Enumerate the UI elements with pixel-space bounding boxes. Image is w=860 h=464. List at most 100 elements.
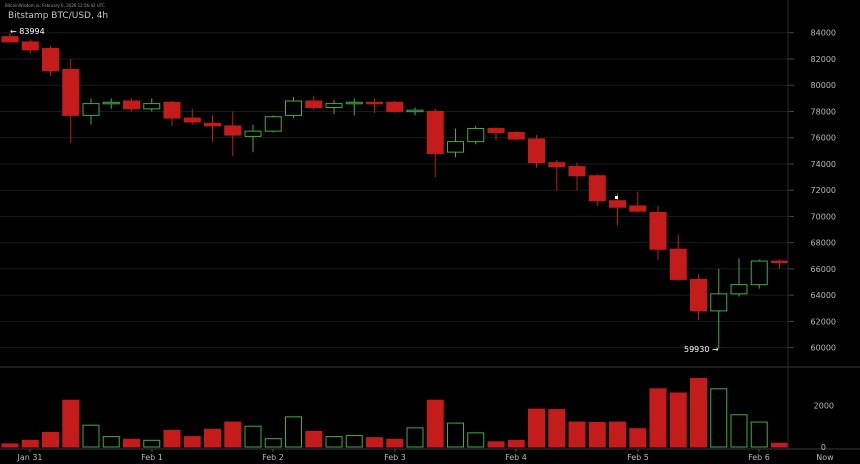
volume-bar-up — [143, 439, 161, 448]
x-tick-label: Jan 31 — [16, 453, 42, 462]
candle-down — [690, 278, 707, 312]
volume-bar-down — [629, 428, 647, 448]
candle-down — [649, 211, 667, 250]
annotations: ← 83994 59930 → — [10, 27, 719, 354]
volume-bars — [1, 377, 788, 448]
candle-up — [285, 100, 302, 116]
volume-bar-down — [487, 441, 505, 448]
high-annotation: ← 83994 — [10, 27, 45, 36]
volume-bar-up — [264, 438, 282, 448]
volume-bar-up — [447, 422, 464, 448]
candle-down — [204, 122, 221, 127]
candle-down — [21, 41, 39, 51]
volume-bar-down — [568, 421, 586, 448]
x-tick-label: Feb 5 — [627, 453, 649, 462]
candle-down — [1, 36, 19, 43]
candle-up — [82, 103, 100, 116]
x-tick-label: Feb 3 — [384, 453, 406, 462]
y-tick-label: 64000 — [811, 291, 836, 300]
volume-bar-up — [102, 436, 120, 448]
source-line: BitcoinWisdom.io, February 6, 2026 12:56… — [5, 3, 105, 8]
candle-down — [528, 138, 545, 164]
candle-down — [163, 101, 181, 119]
grid-lines — [0, 32, 788, 349]
volume-bar-up — [325, 436, 343, 448]
volume-bar-down — [426, 399, 444, 448]
x-tick-label: Now — [816, 453, 834, 462]
candle-down — [123, 100, 140, 110]
volume-bar-down — [305, 430, 323, 448]
volume-bar-down — [588, 421, 606, 448]
x-tick-label: Feb 6 — [748, 453, 770, 462]
candle-up — [710, 293, 728, 312]
x-tick-label: Feb 4 — [505, 453, 527, 462]
chart-title: Bitstamp BTC/USD, 4h — [8, 11, 109, 21]
volume-bar-up — [285, 416, 302, 448]
volume-bar-down — [163, 429, 181, 448]
candle-down — [42, 47, 59, 72]
y-tick-label: 68000 — [811, 239, 836, 248]
x-tick-label: Feb 2 — [262, 453, 284, 462]
marker-dot — [615, 196, 618, 199]
volume-bar-down — [507, 439, 525, 448]
volume-bar-down — [548, 409, 566, 448]
volume-bar-down — [649, 388, 667, 448]
y-tick-label: 72000 — [811, 186, 836, 195]
volume-bar-down — [386, 438, 404, 448]
candle-down — [62, 68, 80, 116]
volume-bar-down — [224, 421, 242, 448]
candle-up — [264, 116, 282, 132]
volume-tick-label: 0 — [821, 443, 826, 452]
candle-up — [244, 130, 262, 137]
volume-bar-up — [82, 424, 100, 448]
y-tick-label: 66000 — [811, 265, 836, 274]
volume-bar-down — [1, 443, 19, 448]
volume-bar-down — [609, 421, 626, 448]
candle-down — [609, 200, 626, 208]
low-annotation: 59930 → — [684, 345, 719, 354]
volume-bar-up — [406, 427, 424, 448]
volume-bar-up — [730, 414, 748, 448]
candle-up — [447, 141, 464, 153]
volume-bar-up — [345, 435, 363, 448]
candle-down — [669, 248, 687, 280]
volume-bar-up — [467, 432, 485, 448]
y-tick-label: 84000 — [811, 29, 836, 38]
y-tick-label: 74000 — [811, 160, 836, 169]
candle-down — [305, 100, 323, 109]
candle-up — [406, 109, 424, 113]
candle-down — [487, 128, 505, 133]
y-tick-label: 70000 — [811, 212, 836, 221]
candle-down — [224, 125, 242, 136]
volume-bar-up — [244, 425, 262, 448]
candle-up — [345, 101, 363, 105]
y-tick-label: 82000 — [811, 55, 836, 64]
candle-up — [730, 284, 748, 295]
volume-bar-down — [204, 428, 221, 448]
candle-down — [629, 205, 647, 212]
candle-down — [183, 117, 201, 123]
candle-up — [325, 103, 343, 109]
candle-up — [102, 101, 120, 105]
volume-bar-down — [123, 438, 140, 448]
volume-bar-down — [42, 431, 59, 448]
y-tick-label: 60000 — [811, 344, 836, 353]
candle-down — [507, 131, 525, 140]
y-tick-label: 62000 — [811, 317, 836, 326]
candle-down — [548, 162, 566, 168]
volume-bar-down — [62, 399, 80, 448]
candle-down — [771, 260, 788, 264]
candle-down — [366, 101, 383, 105]
volume-bar-down — [366, 437, 383, 448]
volume-bar-down — [528, 408, 545, 448]
candles — [1, 32, 788, 349]
candle-up — [750, 260, 768, 286]
candle-up — [143, 103, 161, 110]
y-tick-label: 80000 — [811, 81, 836, 90]
y-tick-label: 78000 — [811, 107, 836, 116]
candle-down — [588, 175, 606, 202]
x-tick-label: Feb 1 — [141, 453, 163, 462]
volume-bar-up — [710, 388, 728, 448]
